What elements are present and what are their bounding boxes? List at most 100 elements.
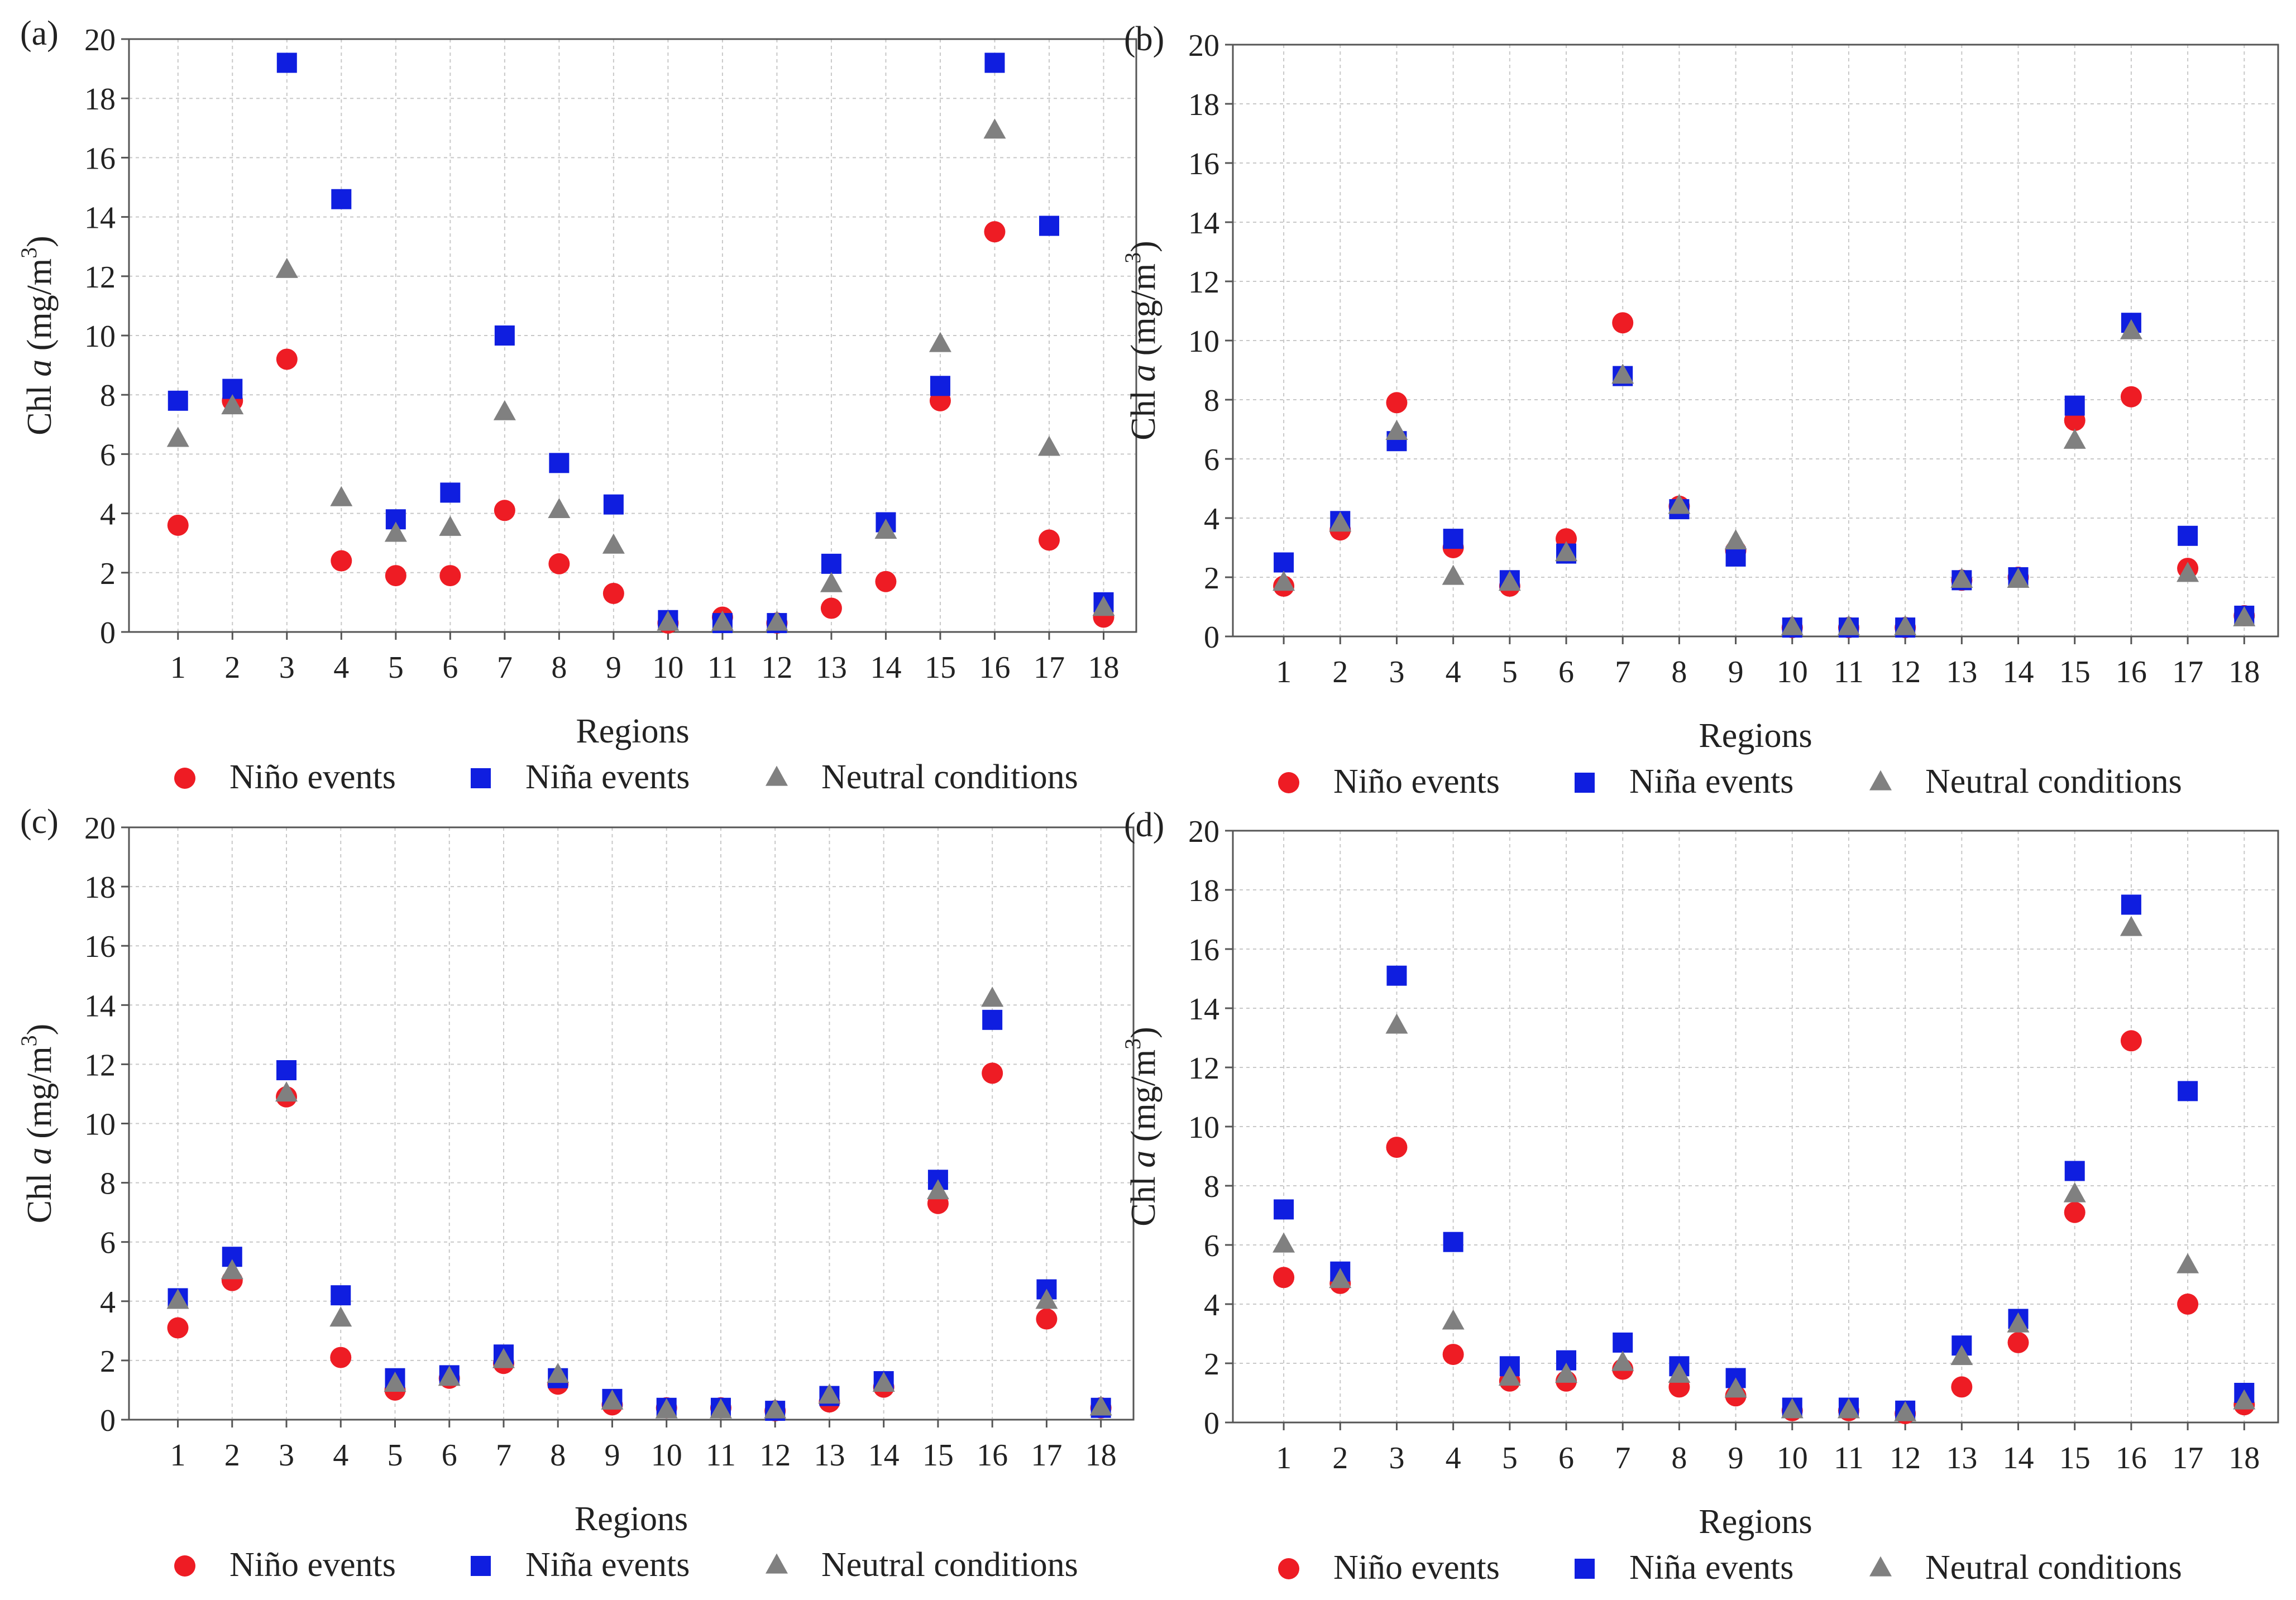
legend-item-nino: Niño events — [174, 758, 396, 796]
point-neutral — [1089, 1395, 1112, 1416]
x-tick-label: 13 — [816, 650, 847, 685]
legend-item-nino: Niño events — [1278, 763, 1500, 801]
x-tick-label: 15 — [2059, 655, 2091, 689]
point-nina — [549, 453, 570, 473]
point-neutral — [275, 1081, 298, 1102]
point-neutral — [1442, 1309, 1465, 1330]
point-nina — [276, 52, 297, 73]
legend-marker-nina — [471, 768, 491, 788]
legend-item-nino: Niño events — [174, 1546, 396, 1584]
point-neutral — [929, 332, 951, 352]
x-tick-label: 18 — [2228, 1441, 2260, 1476]
point-nina — [331, 189, 352, 209]
y-tick-label: 14 — [1188, 206, 1219, 241]
y-tick-label: 0 — [1204, 620, 1219, 655]
y-axis-label: Chl a (mg/m3) — [16, 236, 59, 435]
y-tick-label: 4 — [1204, 502, 1219, 536]
legend-item-neutral: Neutral conditions — [1869, 763, 2182, 801]
legend-item-nina: Niña events — [471, 1546, 690, 1584]
panel-label: (d) — [1124, 806, 1164, 844]
x-tick-label: 13 — [1946, 655, 1977, 689]
x-tick-label: 3 — [279, 650, 295, 685]
legend-item-nina: Niña events — [1575, 1549, 1793, 1587]
gridlines — [1233, 830, 2278, 1423]
y-tick-label: 18 — [1188, 88, 1219, 122]
y-tick-label: 4 — [1204, 1288, 1219, 1323]
point-neutral — [1385, 419, 1408, 440]
legend-item-nino: Niño events — [1278, 1549, 1500, 1587]
point-neutral — [384, 1372, 406, 1392]
point-neutral — [2007, 1312, 2030, 1333]
x-tick-label: 15 — [925, 650, 956, 685]
point-neutral — [1724, 529, 1747, 550]
point-neutral — [493, 400, 516, 420]
point-neutral — [1273, 571, 1295, 591]
x-axis-label: Regions — [575, 1500, 688, 1538]
point-nino — [2007, 1331, 2029, 1353]
y-label-italic: a — [1125, 365, 1163, 382]
point-nino — [982, 1062, 1003, 1084]
point-nino — [330, 1347, 352, 1368]
point-neutral — [1668, 494, 1691, 514]
x-tick-label: 9 — [1728, 655, 1744, 689]
point-neutral — [872, 1372, 895, 1392]
point-neutral — [2233, 606, 2256, 626]
point-nino — [1442, 1344, 1464, 1366]
point-nina — [2121, 894, 2141, 915]
point-neutral — [874, 519, 897, 539]
y-tick-label: 18 — [84, 870, 116, 905]
legend: Niño events Niña events Neutral conditions — [1278, 763, 2182, 801]
x-tick-label: 13 — [1946, 1441, 1977, 1476]
x-tick-label: 12 — [761, 650, 792, 685]
x-tick-label: 17 — [2172, 655, 2203, 689]
x-tick-label: 8 — [551, 650, 567, 685]
x-tick-label: 16 — [977, 1438, 1008, 1473]
point-nino — [602, 582, 624, 604]
x-tick-label: 7 — [497, 650, 513, 685]
y-axis-label: Chl a (mg/m3) — [16, 1024, 59, 1224]
point-nina — [1443, 529, 1463, 549]
x-tick-label: 5 — [1502, 655, 1518, 689]
point-nino — [2120, 1030, 2142, 1052]
legend: Niño events Niña events Neutral conditions — [174, 1546, 1078, 1584]
y-tick-label: 4 — [100, 1285, 116, 1320]
x-tick-label: 7 — [1615, 655, 1630, 689]
point-nino — [1951, 1376, 1973, 1398]
panel-label: (b) — [1124, 20, 1164, 58]
y-tick-label: 0 — [1204, 1406, 1219, 1441]
series-nino — [1273, 312, 2255, 639]
x-tick-label: 2 — [224, 1438, 240, 1473]
y-tick-label: 8 — [1204, 1170, 1219, 1204]
y-label-italic: a — [21, 360, 59, 377]
point-neutral — [1611, 1350, 1634, 1371]
x-tick-label: 14 — [2003, 655, 2034, 689]
point-nino — [1612, 312, 1634, 334]
x-tick-label: 2 — [224, 650, 240, 685]
gridlines — [129, 827, 1133, 1420]
x-tick-label: 16 — [2116, 1441, 2147, 1476]
point-neutral — [1894, 1401, 1917, 1421]
y-tick-label: 16 — [84, 141, 116, 176]
x-tick-label: 6 — [442, 650, 458, 685]
y-tick-label: 6 — [1204, 1229, 1219, 1263]
point-neutral — [2120, 916, 2142, 936]
y-tick-label: 12 — [1188, 1051, 1219, 1086]
point-neutral — [709, 1398, 732, 1419]
x-tick-label: 15 — [2059, 1441, 2091, 1476]
x-tick-label: 5 — [1502, 1441, 1518, 1476]
y-tick-label: 8 — [100, 379, 116, 413]
x-tick-label: 8 — [550, 1438, 566, 1473]
point-neutral — [1385, 1013, 1408, 1034]
point-nina — [2064, 395, 2085, 416]
legend-label: Niña events — [525, 1546, 690, 1584]
point-nino — [167, 514, 189, 536]
x-tick-label: 1 — [1276, 655, 1292, 689]
point-neutral — [166, 1288, 189, 1309]
x-tick-label: 17 — [1031, 1438, 1062, 1473]
series-neutral — [166, 118, 1115, 631]
point-neutral — [547, 1363, 570, 1383]
point-nina — [1274, 1199, 1294, 1220]
y-label-sup: 3 — [1120, 252, 1145, 264]
